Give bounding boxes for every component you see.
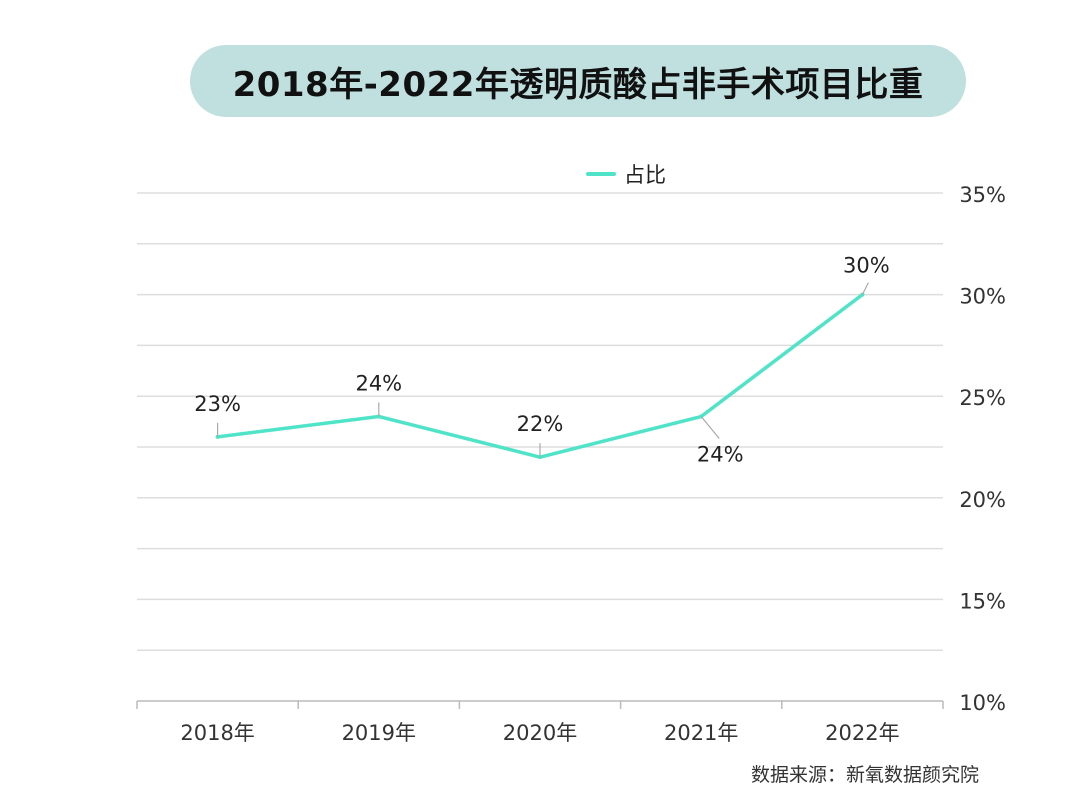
y-tick-label: 30% xyxy=(959,285,1006,309)
data-label: 23% xyxy=(194,392,241,416)
legend-label: 占比 xyxy=(624,163,666,187)
data-source-note: 数据来源：新氧数据颜究院 xyxy=(750,764,979,786)
x-tick-label: 2018年 xyxy=(180,721,254,745)
data-label-leader xyxy=(700,416,720,439)
chart-title-banner: 2018年-2022年透明质酸占非手术项目比重 xyxy=(190,45,966,117)
data-label: 24% xyxy=(355,372,402,396)
y-tick-label: 10% xyxy=(959,691,1006,715)
data-label: 22% xyxy=(517,412,564,436)
x-tick-label: 2021年 xyxy=(664,721,738,745)
y-tick-label: 25% xyxy=(959,386,1006,410)
x-tick-label: 2022年 xyxy=(825,721,899,745)
data-label: 30% xyxy=(843,254,890,278)
data-label-leader xyxy=(861,282,869,295)
y-tick-label: 20% xyxy=(959,488,1006,512)
data-label: 24% xyxy=(697,443,744,467)
y-tick-label: 15% xyxy=(959,589,1006,613)
x-tick-label: 2019年 xyxy=(342,721,416,745)
y-tick-label: 35% xyxy=(959,183,1006,207)
x-tick-label: 2020年 xyxy=(503,721,577,745)
chart-title: 2018年-2022年透明质酸占非手术项目比重 xyxy=(232,64,924,105)
